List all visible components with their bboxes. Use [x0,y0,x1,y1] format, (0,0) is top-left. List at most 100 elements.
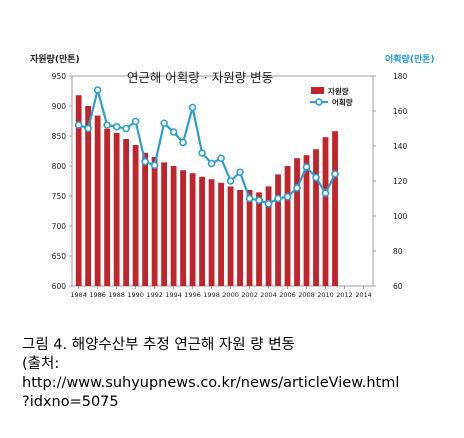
bar-2002 [246,190,253,286]
catch-point-2001 [236,168,244,177]
bar-1997 [199,176,205,286]
x-tick-label-1998: 1998 [203,291,220,299]
catch-point-1989 [122,124,130,133]
left-tick-label-800: 800 [52,162,67,171]
left-tick-label-750: 750 [52,192,67,201]
catch-point-2007 [293,184,301,192]
catch-line [78,88,337,205]
bar-1996 [189,173,196,286]
bar-2001 [237,190,243,286]
catch-point-2003 [255,196,263,205]
bar-2005 [275,174,281,286]
catch-point-1996 [188,103,197,112]
catch-point-1986 [93,86,102,94]
catch-point-1998 [207,159,216,168]
catch-point-1984 [74,121,83,129]
caption-line-1: 그림 4. 해양수산부 추정 연근해 자원 량 변동 [22,337,295,353]
resource-catch-chart: 600 650 700 750 800 850 900 950 60 80 100 120 140 160… [30,53,435,299]
x-tick-label-1996: 1996 [184,291,201,299]
catch-point-2006 [283,192,292,201]
bar-2010 [322,137,329,286]
x-tick-label-1992: 1992 [146,291,163,299]
left-axis-title: 자원량(만톤) [30,53,80,65]
bar-2009 [313,149,319,286]
catch-point-1993 [160,119,168,128]
catch-point-2004 [264,199,273,208]
x-tick-label-1986: 1986 [89,291,106,299]
catch-point-1992 [150,161,159,170]
bar-1993 [161,162,167,286]
bar-1999 [218,182,224,286]
catch-point-1988 [112,122,121,131]
bar-1991 [142,152,149,286]
catch-point-1999 [217,154,225,163]
x-tick-label-2010: 2010 [317,291,334,299]
bar-2011 [332,131,338,286]
right-tick-label-180: 180 [393,72,408,81]
right-tick-label-100: 100 [393,212,408,221]
bar-1992 [151,157,158,286]
bar-1994 [170,166,177,286]
x-tick-label-2012: 2012 [336,291,353,299]
legend-bar-label: 자원량 [328,86,349,96]
left-tick-label-900: 900 [52,102,67,111]
catch-point-2009 [312,173,320,182]
legend: 자원량 어획량 [310,86,353,107]
bar-1995 [180,170,186,286]
x-tick-label-2008: 2008 [298,291,315,299]
catch-point-2000 [226,177,235,185]
caption-source-url-2[interactable]: ?idxno=5075 [22,394,119,410]
legend-line-label: 어획량 [332,97,353,107]
x-tick-label-2002: 2002 [241,291,258,299]
x-tick-label-1990: 1990 [127,291,144,299]
figure-caption: 그림 4. 해양수산부 추정 연근해 자원 량 변동 (출처: http://w… [22,336,462,412]
legend-bar-swatch [311,87,324,94]
legend-line-marker [315,98,323,106]
bar-2004 [265,186,272,286]
bar-2000 [227,186,234,286]
chart-title: 연근해 어획량 · 자원량 변동 [127,70,273,85]
bar-1990 [132,145,139,286]
line-series [74,86,339,208]
right-tick-label-80: 80 [393,247,403,256]
left-tick-label-700: 700 [52,222,67,231]
x-tick-label-2000: 2000 [222,291,239,299]
catch-point-2002 [245,194,254,203]
left-tick-label-600: 600 [52,282,67,291]
x-tick-label-1988: 1988 [108,291,125,299]
bar-1988 [113,133,120,286]
catch-point-1997 [198,149,206,157]
catch-point-1987 [103,121,111,129]
right-tick-label-140: 140 [393,142,408,151]
catch-point-1994 [169,128,178,136]
bar-1986 [94,115,101,286]
x-tick-label-1994: 1994 [165,291,182,299]
right-tick-label-160: 160 [393,107,408,116]
bar-2003 [256,192,262,286]
x-tick-label-2004: 2004 [260,291,277,299]
bar-1987 [104,128,111,286]
catch-point-2010 [321,189,330,198]
right-axis-title: 어획량(만톤) [385,53,435,65]
bar-1984 [75,95,82,286]
x-tick-label-2006: 2006 [279,291,296,299]
left-tick-label-950: 950 [52,72,67,81]
bar-2006 [284,166,291,286]
x-tick-label-1984: 1984 [70,291,87,299]
bar-2007 [294,158,300,286]
catch-point-2008 [302,163,311,171]
left-tick-label-650: 650 [52,252,67,261]
left-tick-label-850: 850 [52,132,67,141]
caption-line-2: (출처: [22,356,60,372]
bar-series [75,95,338,286]
bar-2008 [303,155,310,286]
catch-point-1991 [141,157,149,166]
x-tick-label-2014: 2014 [355,291,372,299]
catch-point-2011 [331,170,339,178]
bar-1998 [208,179,215,286]
bar-1985 [85,106,92,286]
right-tick-label-120: 120 [393,177,408,186]
catch-point-2005 [274,194,282,203]
right-tick-label-60: 60 [393,282,403,291]
caption-source-url-1[interactable]: http://www.suhyupnews.co.kr/news/article… [22,375,400,391]
